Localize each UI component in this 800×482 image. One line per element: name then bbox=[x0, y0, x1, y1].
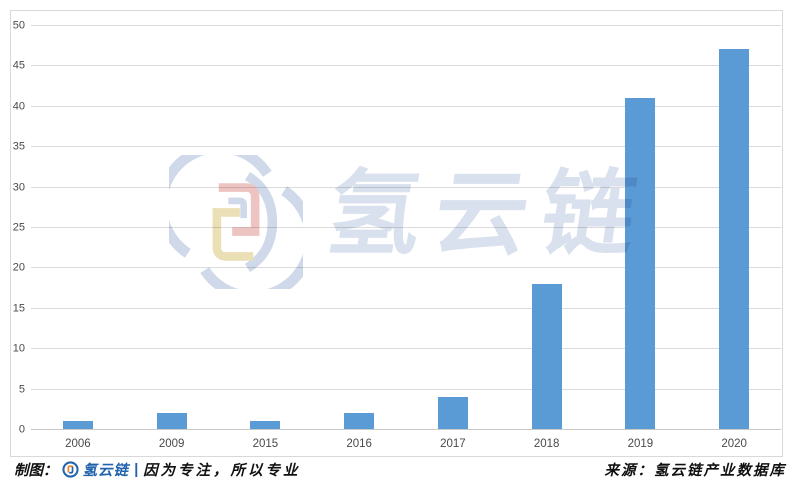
y-axis-tick-label: 50 bbox=[12, 19, 25, 32]
bar-2018 bbox=[531, 283, 562, 429]
gridline bbox=[31, 429, 781, 430]
gridline bbox=[31, 267, 781, 269]
source-label: 来源：氢云链产业数据库 bbox=[604, 463, 786, 479]
footer-credit: 制图： 氢云链 | 因为专注，所以专业 bbox=[14, 459, 301, 480]
bar-2019 bbox=[625, 97, 656, 429]
brand-name-label: 氢云链 bbox=[82, 463, 129, 479]
gridline bbox=[31, 186, 781, 188]
chart-frame: 0 5 10 15 20 25 30 35 40 45 50 2006 2009 2015 2016 2017… bbox=[10, 10, 783, 457]
y-axis-tick-label: 40 bbox=[12, 100, 25, 113]
x-axis-tick-label: 2006 bbox=[65, 438, 91, 450]
bar-2009 bbox=[156, 412, 187, 429]
x-axis-tick-label: 2018 bbox=[533, 438, 560, 450]
y-axis-tick-label: 20 bbox=[12, 261, 25, 274]
gridline bbox=[31, 348, 781, 350]
y-axis-tick-label: 15 bbox=[12, 302, 25, 315]
brand-logo-icon bbox=[61, 461, 79, 478]
gridline bbox=[31, 65, 781, 67]
bar-2017 bbox=[437, 396, 468, 429]
plot-area: 0 5 10 15 20 25 30 35 40 45 50 2006 2009 2015 2016 2017… bbox=[13, 20, 781, 450]
separator: | bbox=[134, 461, 139, 478]
x-axis-tick-label: 2015 bbox=[252, 438, 279, 450]
y-axis-tick-label: 45 bbox=[12, 59, 25, 72]
gridline bbox=[31, 388, 781, 390]
bar-2020 bbox=[719, 49, 750, 429]
x-axis-tick-label: 2017 bbox=[440, 438, 466, 450]
y-axis-tick-label: 5 bbox=[18, 383, 25, 396]
y-axis-tick-label: 30 bbox=[12, 181, 25, 194]
gridline bbox=[31, 227, 781, 228]
y-axis-tick-label: 0 bbox=[18, 423, 25, 436]
x-axis-tick-label: 2016 bbox=[346, 438, 372, 450]
bar-2006 bbox=[62, 420, 93, 429]
bar-2016 bbox=[344, 412, 375, 429]
gridline bbox=[31, 105, 781, 107]
slogan-label: 因为专注，所以专业 bbox=[143, 463, 301, 479]
x-axis-tick-label: 2019 bbox=[627, 438, 654, 450]
y-axis-tick-label: 35 bbox=[12, 140, 25, 153]
x-axis-tick-label: 2020 bbox=[721, 438, 747, 450]
gridline bbox=[31, 307, 781, 309]
x-axis-tick-label: 2009 bbox=[158, 438, 185, 450]
gridline bbox=[31, 25, 781, 26]
credit-prefix-label: 制图： bbox=[14, 463, 58, 479]
gridline bbox=[31, 146, 781, 148]
y-axis-tick-label: 10 bbox=[12, 342, 25, 355]
bar-2015 bbox=[250, 420, 281, 429]
y-axis-tick-label: 25 bbox=[12, 221, 25, 234]
footer: 制图： 氢云链 | 因为专注，所以专业 来源：氢云链产业数据库 bbox=[0, 457, 800, 482]
